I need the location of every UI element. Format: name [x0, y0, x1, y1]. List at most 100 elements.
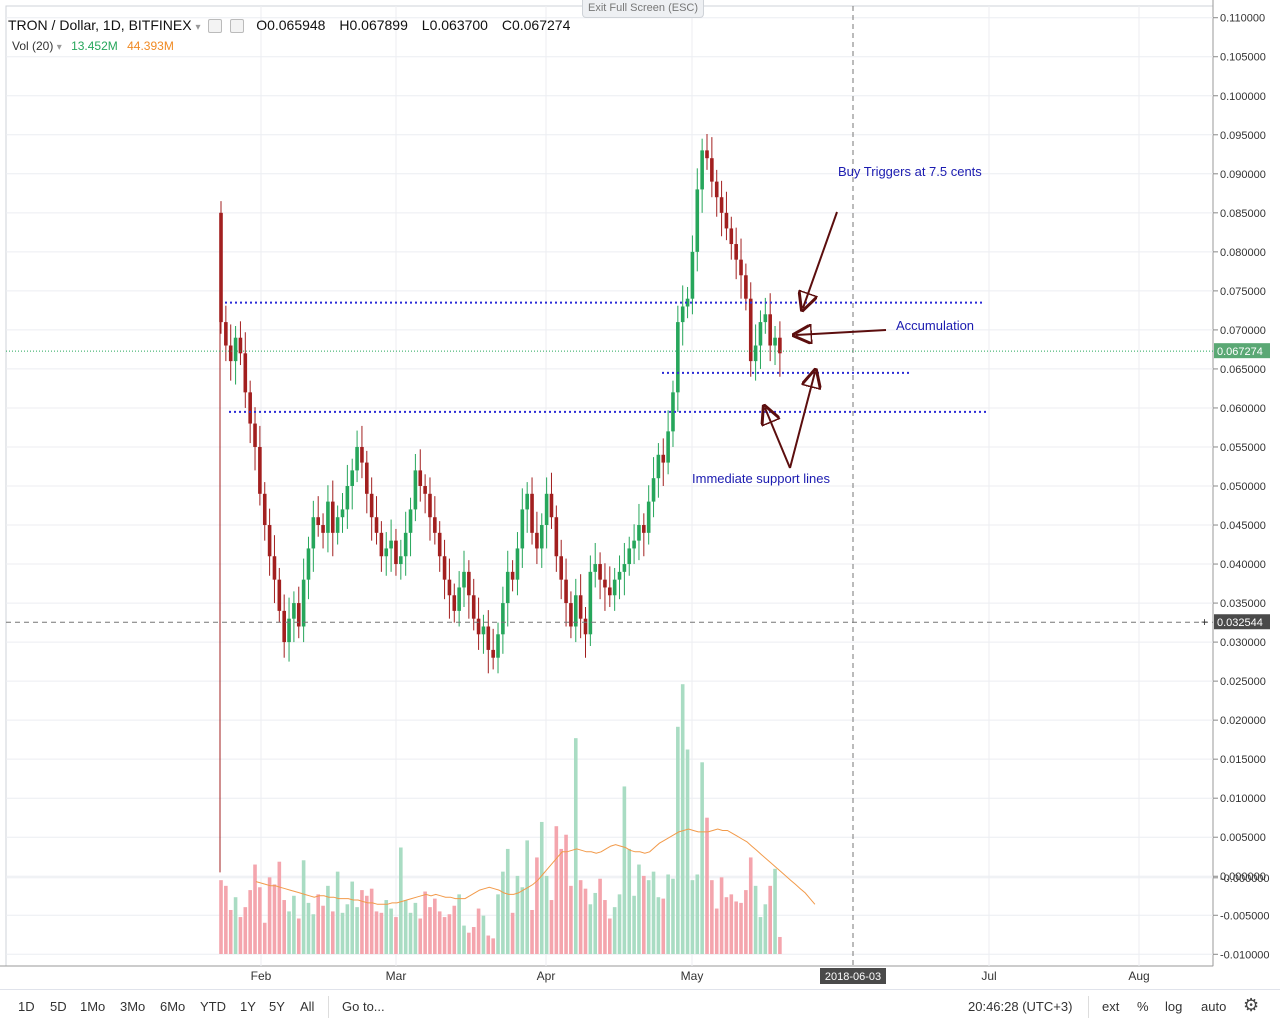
candle-body [583, 618, 588, 635]
volume-bar [394, 917, 398, 954]
range-1d[interactable]: 1D [18, 999, 35, 1014]
symbol-title[interactable]: TRON / Dollar, 1D, BITFINEX [8, 17, 192, 33]
candle-body [680, 306, 685, 323]
volume-bar [486, 935, 491, 954]
y-tick-label: 0.110000 [1220, 13, 1265, 25]
candle-body [253, 423, 257, 447]
candle-body [778, 337, 782, 354]
volume-bar [573, 738, 578, 954]
range-1mo[interactable]: 1Mo [80, 999, 106, 1014]
range-5d[interactable]: 5D [50, 999, 67, 1014]
volume-bar [710, 880, 714, 954]
volume-bar [617, 894, 622, 954]
range-5y[interactable]: 5Y [269, 999, 285, 1014]
volume-bar [330, 911, 335, 954]
candle-body [617, 571, 622, 580]
candle-body [539, 525, 544, 549]
y-tick-label: 0.075000 [1220, 286, 1266, 298]
goto-button[interactable]: Go to... [342, 999, 385, 1014]
candle-body [282, 610, 286, 643]
candle-body [272, 556, 277, 580]
range-ytd[interactable]: YTD [200, 999, 226, 1014]
range-3mo[interactable]: 3Mo [120, 999, 146, 1014]
buy-trigger-arrow [803, 211, 838, 308]
volume-bar [695, 874, 700, 954]
candle-body [739, 259, 743, 276]
volume-bar [773, 868, 777, 954]
candle-body [505, 571, 510, 604]
candle-body [608, 587, 612, 596]
candle-body [433, 517, 437, 533]
chevron-down-icon[interactable]: ▾ [56, 42, 62, 53]
candle-body [350, 470, 355, 486]
candle-body [326, 501, 330, 533]
candle-body [399, 556, 403, 565]
percent-toggle[interactable]: % [1137, 999, 1149, 1014]
auto-toggle[interactable]: auto [1201, 999, 1227, 1014]
volume-bar [262, 922, 267, 954]
volume-value: 13.452M [71, 39, 118, 53]
volume-bars [219, 684, 816, 954]
candle-body [428, 493, 432, 518]
y-tick-label: -0.010000 [1220, 949, 1270, 961]
last-price-label-bg [1214, 343, 1270, 359]
candle-body [559, 556, 563, 580]
volume-bar [758, 917, 763, 954]
candle-body [321, 525, 325, 533]
gear-icon[interactable]: ⚙ [1243, 995, 1260, 1015]
volume-bar [642, 875, 646, 954]
candle-body [666, 431, 670, 463]
volume-bar [418, 918, 423, 954]
price-chart[interactable]: 0.110000 0.105000 0.100000 0.095000 0.090000… [0, 0, 1280, 990]
range-1y[interactable]: 1Y [240, 999, 256, 1014]
candle-body [612, 579, 617, 596]
y-tick-label: -0.000000 [1220, 873, 1270, 885]
y-tick-label: 0.000000 [1220, 871, 1266, 883]
volume-bar [238, 917, 243, 954]
candle-body [369, 493, 374, 518]
volume-bar [287, 911, 291, 954]
y-tick-label: 0.070000 [1220, 325, 1266, 337]
settings-icon[interactable] [230, 19, 245, 34]
candle-body [452, 595, 457, 611]
support-arrow-left [765, 408, 791, 469]
y-tick-label: 0.090000 [1220, 169, 1266, 181]
y-tick-label: -0.005000 [1220, 910, 1270, 922]
volume-bar [219, 880, 223, 954]
candle-body [535, 532, 539, 549]
date-label-bg [820, 968, 886, 984]
chevron-down-icon[interactable]: ▾ [195, 22, 201, 33]
volume-bar [379, 912, 384, 954]
y-tick-label: 0.025000 [1220, 676, 1266, 688]
range-6mo[interactable]: 6Mo [160, 999, 186, 1014]
volume-bar [525, 840, 529, 954]
ext-toggle[interactable]: ext [1102, 999, 1120, 1014]
volume-bar [651, 871, 656, 954]
candle-body [491, 649, 495, 658]
volume-bar [608, 918, 612, 954]
candle-body [301, 579, 306, 627]
axis-labels: 0.067274 0.032544 2018-06-03 + [820, 343, 1270, 984]
volume-bar [666, 874, 670, 954]
exit-fullscreen-button[interactable]: Exit Full Screen (ESC) [582, 0, 704, 18]
plus-icon[interactable]: + [1201, 615, 1208, 629]
candle-body [671, 392, 675, 432]
volume-bar [676, 726, 680, 954]
candle-body [384, 548, 389, 557]
y-tick-label: 0.005000 [1220, 832, 1266, 844]
candle-body [520, 509, 525, 549]
candle-body [476, 618, 481, 635]
volume-bar [233, 897, 238, 954]
volume-bar [467, 932, 471, 954]
eye-icon[interactable] [208, 19, 223, 34]
volume-bar [724, 897, 729, 954]
volume-bar [423, 891, 427, 954]
candle-body [695, 189, 700, 252]
volume-bar [335, 871, 340, 954]
volume-bar [714, 908, 719, 954]
range-all[interactable]: All [300, 999, 315, 1014]
volume-label[interactable]: Vol (20) [12, 39, 54, 53]
log-toggle[interactable]: log [1165, 999, 1183, 1014]
annotation-buy-triggers: Buy Triggers at 7.5 cents [838, 164, 982, 179]
volume-bar [243, 907, 248, 954]
